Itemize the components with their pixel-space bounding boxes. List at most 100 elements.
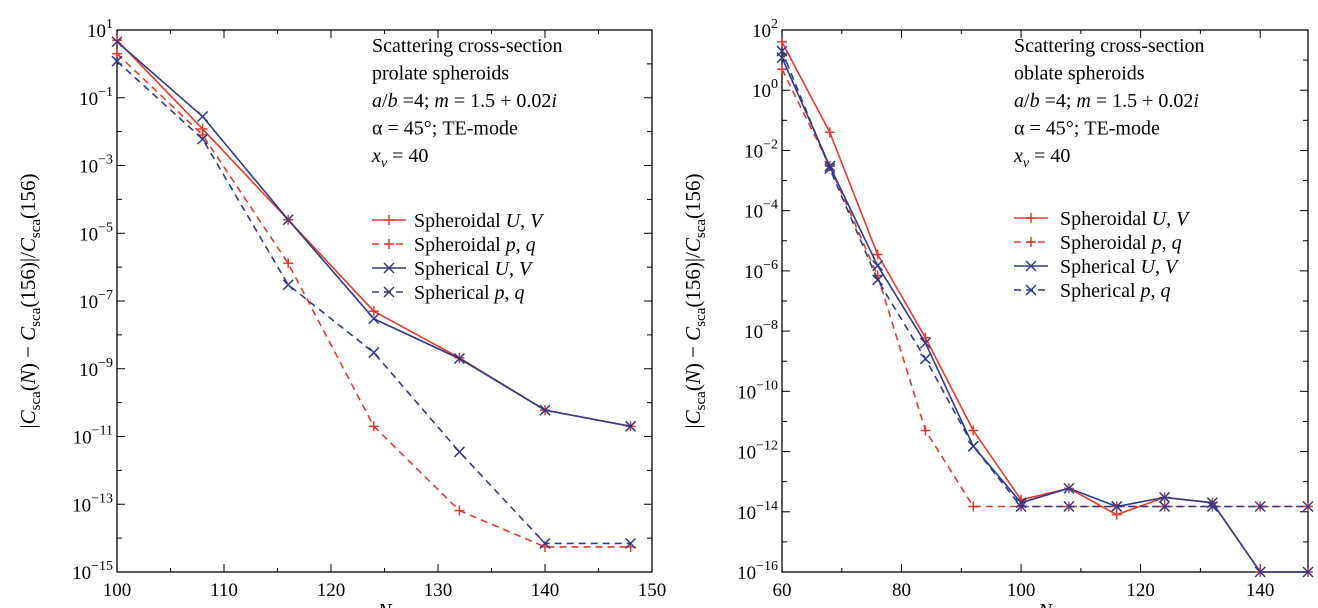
y-tick-label: 10−4 <box>744 198 778 223</box>
annotation-line: Scattering cross-section <box>1014 35 1205 57</box>
y-tick-label: 10−12 <box>737 439 778 464</box>
annotation-line: oblate spheroids <box>1014 63 1145 85</box>
legend-label: Spherical U, V <box>414 258 534 280</box>
y-tick-label: 100 <box>752 77 778 102</box>
legend-entry: Spheroidal p, q <box>372 234 536 256</box>
annotation-line: α = 45°; TE-mode <box>1014 118 1160 140</box>
y-tick-label: 10−11 <box>73 424 113 449</box>
y-axis-title: |Csca​(N) − Csca​(156)|/Csca​(156) <box>16 173 44 428</box>
series-line <box>781 68 1308 508</box>
data-point <box>454 505 465 516</box>
legend-entry: Spherical U, V <box>1014 256 1180 278</box>
annotation-line: a/b =4; m = 1.5 + 0.02i <box>372 90 557 112</box>
data-point <box>919 353 931 365</box>
data-point <box>777 36 787 47</box>
legend-entry: Spheroidal U, V <box>372 210 545 232</box>
data-point <box>872 260 884 272</box>
annotation-line: α = 45°; TE-mode <box>372 118 518 140</box>
annotation: Scattering cross-section prolate spheroid… <box>371 35 563 171</box>
data-point <box>824 127 835 138</box>
y-tick-label: 10−9 <box>79 356 113 381</box>
data-point <box>872 274 884 286</box>
data-point <box>368 421 379 432</box>
data-point <box>777 64 787 75</box>
y-tick-label: 10−7 <box>79 288 113 313</box>
data-point <box>1254 500 1266 513</box>
data-point <box>1302 500 1314 513</box>
data-point <box>1159 500 1171 513</box>
y-tick-label: 102 <box>752 17 778 42</box>
data-point <box>368 306 379 317</box>
data-point <box>919 337 931 349</box>
series-4 <box>111 55 637 549</box>
legend-label: Spherical p, q <box>414 282 525 304</box>
legend-entry: Spheroidal p, q <box>1014 232 1182 254</box>
y-tick-label: 10−8 <box>744 318 778 343</box>
data-point <box>197 133 209 145</box>
x-tick-label: 110 <box>210 580 238 601</box>
data-point <box>1302 566 1314 578</box>
data-point <box>1159 491 1171 503</box>
data-point <box>872 270 883 281</box>
data-point <box>1063 500 1075 513</box>
y-axis-title: |Csca​(N) − Csca​(156)|/Csca​(156) <box>681 173 709 428</box>
data-point <box>368 313 380 325</box>
data-point <box>1111 500 1123 513</box>
x-axis-title: N <box>1037 599 1053 608</box>
data-point <box>282 279 294 291</box>
chart-panel-2: 60 80 100 120 140 102 100 10−2 10−4 10−6 10−8 10−10… <box>681 17 1314 608</box>
series-line <box>781 50 1308 508</box>
data-point <box>968 425 979 436</box>
y-tick-label: 10−1 <box>79 85 113 110</box>
x-tick-label: 80 <box>892 580 911 601</box>
data-point <box>776 45 788 57</box>
data-point <box>539 404 551 416</box>
y-tick-label: 10−6 <box>744 258 778 283</box>
legend-entry: Spherical p, q <box>372 282 525 304</box>
legend-label: Spheroidal U, V <box>414 210 545 232</box>
annotation: Scattering cross-section oblate spheroids… <box>1013 35 1205 171</box>
data-point <box>920 425 931 436</box>
legend-label: Spheroidal U, V <box>1060 208 1191 230</box>
y-tick-label: 10−16 <box>737 559 778 584</box>
x-axis-title: N <box>376 599 392 608</box>
data-point <box>968 501 979 512</box>
series-3 <box>111 36 637 432</box>
x-tick-label: 140 <box>531 580 560 601</box>
legend-entry: Spherical U, V <box>372 258 534 280</box>
legend-label: Spheroidal p, q <box>1060 232 1182 254</box>
x-tick-label: 120 <box>1126 580 1155 601</box>
data-point <box>453 446 465 458</box>
annotation-line: xv = 40 <box>371 145 428 171</box>
legend-entry: Spherical p, q <box>1014 280 1171 302</box>
x-tick-label: 130 <box>424 580 453 601</box>
data-point <box>1015 500 1027 513</box>
x-tick-label: 140 <box>1246 580 1275 601</box>
x-tick-label: 100 <box>103 580 132 601</box>
data-point <box>1254 566 1266 578</box>
data-point <box>453 353 465 365</box>
data-point <box>872 249 883 260</box>
data-point <box>368 347 380 359</box>
x-tick-label: 120 <box>317 580 346 601</box>
y-tick-label: 10−5 <box>79 220 113 245</box>
data-point <box>112 48 122 59</box>
annotation-line: Scattering cross-section <box>372 35 563 57</box>
chart-panel-1: 100 110 120 130 140 150 101 10−1 10−3 10−5 10−7 10−… <box>16 17 666 608</box>
data-point <box>625 420 637 432</box>
legend-label: Spheroidal p, q <box>414 234 536 256</box>
data-point <box>967 440 979 452</box>
data-point <box>111 36 123 48</box>
data-point <box>824 160 836 172</box>
y-tick-label: 10−2 <box>744 137 778 162</box>
data-point <box>824 163 836 175</box>
data-point <box>539 537 551 549</box>
x-tick-label: 100 <box>1007 580 1036 601</box>
annotation-line: a/b =4; m = 1.5 + 0.02i <box>1014 90 1199 112</box>
y-tick-label: 10−13 <box>72 491 113 516</box>
legend-label: Spherical p, q <box>1060 280 1171 302</box>
legend-label: Spherical U, V <box>1060 256 1180 278</box>
y-tick-label: 10−3 <box>79 153 113 178</box>
